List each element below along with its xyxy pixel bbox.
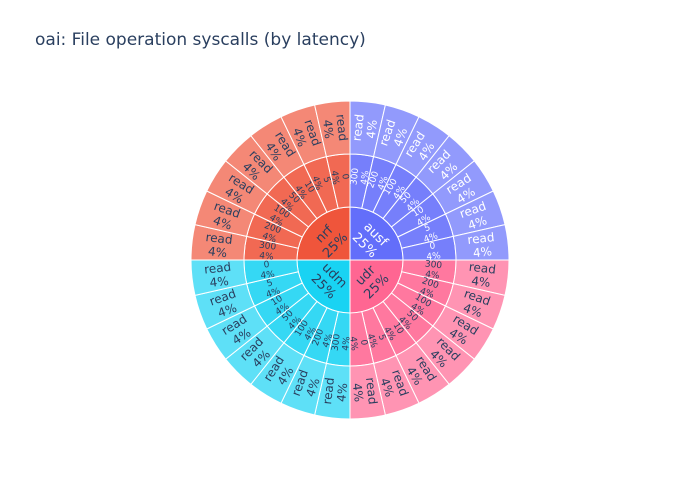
label-udm-5-text-0: 5 xyxy=(265,278,274,289)
label-ausf-300-text-0: 300 xyxy=(349,167,361,185)
label-udm-5: 54% xyxy=(265,278,282,301)
label-udm-5-text-1: 4% xyxy=(265,286,282,300)
label-nrf-300-read-text-1: 4% xyxy=(207,244,227,260)
label-udr-300-read-text-1: 4% xyxy=(471,274,491,290)
label-nrf-0-text-0: 0 xyxy=(339,173,350,180)
label-nrf-5-read-text-1: 4% xyxy=(290,126,310,149)
label-nrf-300-text-1: 4% xyxy=(259,251,275,263)
label-udm-300-text-0: 300 xyxy=(331,333,343,351)
label-udr-5-text-0: 5 xyxy=(376,333,387,342)
label-nrf-200-text-1: 4% xyxy=(261,231,278,245)
label-udr-300-text-1: 4% xyxy=(425,270,441,282)
label-ausf-300-text-1: 4% xyxy=(360,170,372,186)
label-ausf-300-read-text-1: 4% xyxy=(364,119,380,139)
label-udr-0-read-text-1: 4% xyxy=(350,382,366,402)
chart-title: oai: File operation syscalls (by latency… xyxy=(35,30,366,50)
label-nrf-300-text-0: 300 xyxy=(258,241,276,253)
label-udr-0-text-0: 0 xyxy=(358,339,369,346)
label-ausf-0-text-1: 4% xyxy=(426,251,442,263)
label-udm-0-read-text-0: read xyxy=(203,260,231,277)
label-nrf-300-read-text-0: read xyxy=(205,230,233,247)
label-udr-300-text-0: 300 xyxy=(424,259,442,271)
label-udm-0: 04% xyxy=(260,260,276,282)
label-nrf-5-text-0: 5 xyxy=(321,175,332,184)
label-udm-300-text-1: 4% xyxy=(341,336,353,352)
label-udr-0: 04% xyxy=(347,336,369,352)
label-nrf-5: 54% xyxy=(309,175,332,192)
label-nrf-0: 04% xyxy=(329,170,350,186)
label-nrf-0-read-text-0: read xyxy=(333,113,350,141)
label-ausf-5-read-text-1: 4% xyxy=(466,213,489,233)
label-udm-0-read-text-1: 4% xyxy=(209,274,229,290)
label-nrf-200-read-text-1: 4% xyxy=(211,213,234,233)
label-udm-300-read-text-0: read xyxy=(320,377,337,405)
segment-nrf-0-read[interactable] xyxy=(314,100,351,158)
label-udm-300-read-text-1: 4% xyxy=(334,382,350,402)
label-ausf-0-text-0: 0 xyxy=(429,241,436,252)
label-nrf-5-text-1: 4% xyxy=(309,175,323,192)
label-nrf-0-read-text-1: 4% xyxy=(320,119,336,139)
label-udm-200-text-1: 4% xyxy=(321,332,335,349)
label-udm-5-read-text-1: 4% xyxy=(216,301,239,321)
label-udr-200-read-text-1: 4% xyxy=(461,301,484,321)
label-udr-0-read-text-0: read xyxy=(363,377,380,405)
label-udr-5-read-text-1: 4% xyxy=(377,376,397,399)
label-ausf-5-text-0: 5 xyxy=(423,223,432,234)
label-ausf-300-read-text-0: read xyxy=(350,113,367,141)
label-udm-0-text-1: 4% xyxy=(260,270,276,282)
label-udr-0-text-1: 4% xyxy=(347,336,359,352)
label-nrf-0-text-1: 4% xyxy=(329,170,341,186)
label-ausf-0: 04% xyxy=(426,241,442,263)
label-ausf-0-read-text-1: 4% xyxy=(472,244,492,260)
label-udm-0-text-0: 0 xyxy=(263,260,270,271)
label-udm-200-read-text-1: 4% xyxy=(303,376,323,399)
label-udr-300-read-text-0: read xyxy=(468,260,496,277)
label-ausf-0-read-text-0: read xyxy=(467,230,495,247)
label-ausf-200-read-text-1: 4% xyxy=(391,126,411,149)
